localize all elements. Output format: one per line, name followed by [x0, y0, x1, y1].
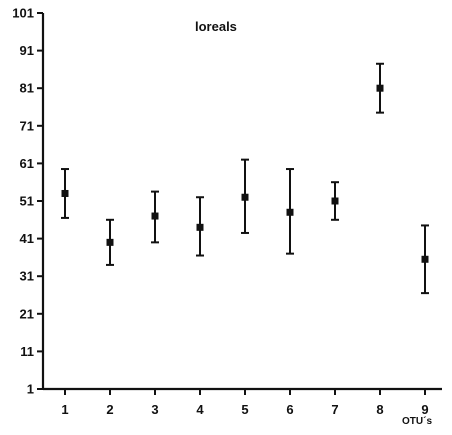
x-axis-label: OTU´s: [402, 416, 432, 427]
data-point-group: [376, 62, 384, 114]
y-tick-label: 31: [20, 269, 34, 284]
data-point-group: [331, 181, 339, 221]
x-tick-label: 9: [421, 402, 428, 417]
y-tick-label: 61: [20, 156, 34, 171]
data-point-marker: [196, 223, 204, 231]
x-tick-label: 7: [331, 402, 338, 417]
data-point-group: [151, 190, 159, 244]
x-tick-label: 2: [106, 402, 113, 417]
data-point-group: [421, 224, 429, 295]
data-point-marker: [286, 208, 294, 216]
axes: [41, 13, 442, 391]
data-point-marker: [421, 255, 429, 263]
data-points: [61, 62, 429, 295]
y-tick-label: 91: [20, 43, 34, 58]
x-tick-label: 8: [376, 402, 383, 417]
data-point-marker: [151, 212, 159, 220]
data-point-marker: [61, 189, 69, 197]
x-tick-label: 6: [286, 402, 293, 417]
data-point-marker: [106, 238, 114, 246]
y-tick-label: 11: [20, 344, 34, 359]
x-axis-ticks: 1 2 3 4 5 6 7 8 9: [61, 389, 429, 417]
data-point-group: [286, 168, 294, 255]
y-tick-label: 41: [20, 231, 34, 246]
x-tick-label: 5: [241, 402, 248, 417]
data-point-marker: [241, 193, 249, 201]
data-point-group: [61, 168, 69, 219]
data-point-group: [106, 218, 114, 266]
data-point-marker: [331, 197, 339, 205]
y-tick-label: 71: [20, 118, 34, 133]
x-tick-label: 3: [151, 402, 158, 417]
data-point-group: [196, 196, 204, 257]
x-tick-label: 4: [196, 402, 204, 417]
chart-title: loreals: [195, 19, 237, 34]
y-tick-label: 101: [12, 6, 34, 21]
data-point-marker: [376, 84, 384, 92]
y-tick-label: 51: [20, 194, 34, 209]
y-tick-label: 81: [20, 81, 34, 96]
y-tick-label: 21: [20, 306, 34, 321]
data-point-group: [241, 158, 249, 234]
y-tick-label: 1: [27, 382, 34, 397]
x-tick-label: 1: [61, 402, 68, 417]
